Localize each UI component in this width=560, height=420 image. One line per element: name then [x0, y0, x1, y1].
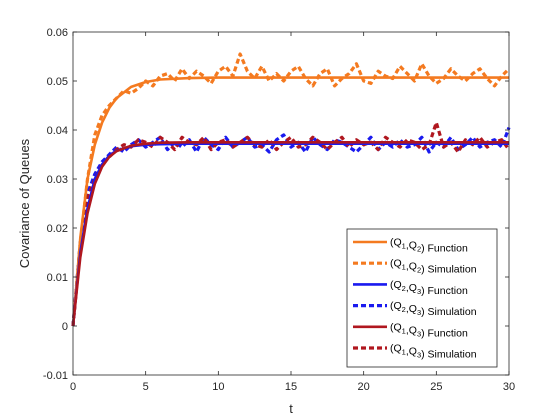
x-tick-label: 0: [70, 381, 76, 393]
legend-label-f23: (Q2,Q3) Function: [390, 279, 468, 297]
y-tick-label: 0.03: [47, 174, 68, 186]
x-axis-label: t: [289, 401, 293, 416]
legend-label-s12: (Q1,Q2) Simulation: [390, 258, 477, 276]
legend-label-s23: (Q2,Q3) Simulation: [390, 300, 477, 318]
y-tick-label: 0.04: [47, 125, 68, 137]
series-layer: [71, 52, 511, 327]
legend-label-f13: (Q1,Q3) Function: [390, 321, 468, 339]
legend-label-s13: (Q1,Q3) Simulation: [390, 343, 477, 361]
series-line-f12: [71, 76, 509, 327]
x-tick-label: 10: [212, 381, 224, 393]
legend: (Q1,Q2) Function (Q1,Q2) Simulation (Q2,Q3…: [346, 228, 498, 368]
y-tick-label: 0.06: [47, 27, 68, 39]
x-tick-label: 20: [358, 381, 370, 393]
x-tick-label: 15: [285, 381, 297, 393]
y-tick-label: 0.01: [47, 272, 68, 284]
series-line-f13: [71, 141, 509, 327]
y-tick-label: 0.02: [47, 223, 68, 235]
tick-labels: 0 5 10 15 20 25 30-0.0100.010.020.030.040.050.…: [43, 27, 515, 393]
legend-box: [346, 228, 498, 368]
series-line-s13: [71, 120, 511, 327]
y-axis-label: Covariance of Queues: [17, 138, 32, 268]
axes-layer: [72, 31, 510, 376]
y-tick-label: 0: [62, 321, 68, 333]
x-tick-label: 30: [503, 381, 515, 393]
x-tick-label: 25: [430, 381, 442, 393]
y-tick-label: 0.05: [47, 76, 68, 88]
x-tick-label: 5: [143, 381, 149, 393]
y-tick-label: -0.01: [43, 370, 68, 382]
legend-label-f12: (Q1,Q2) Function: [390, 237, 468, 255]
